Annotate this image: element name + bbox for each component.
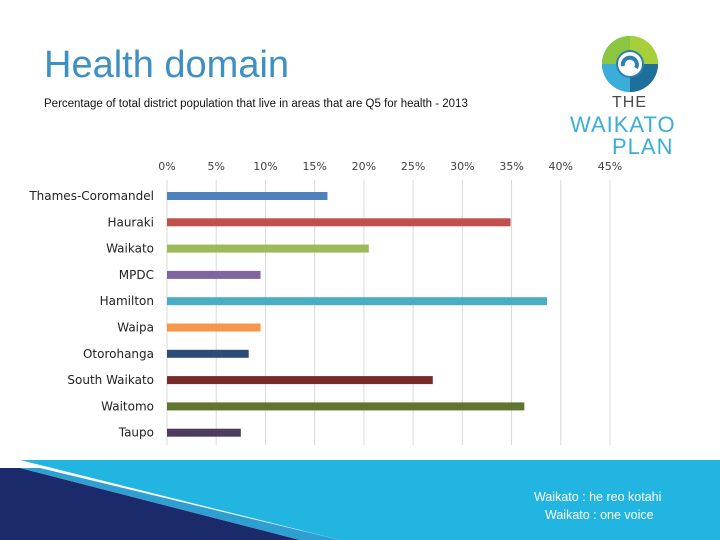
x-tick-label: 35% xyxy=(499,160,523,173)
category-label: Taupo xyxy=(118,426,154,440)
bar xyxy=(167,192,328,200)
x-tick-label: 20% xyxy=(352,160,376,173)
bar xyxy=(167,402,525,411)
category-label: Waikato xyxy=(106,242,154,256)
x-tick-label: 25% xyxy=(401,160,425,173)
x-tick-label: 40% xyxy=(549,160,573,173)
slide-title: Health domain xyxy=(44,44,290,86)
category-label: Waipa xyxy=(117,321,154,335)
x-tick-label: 0% xyxy=(158,160,175,173)
chart-subtitle: Percentage of total district population … xyxy=(44,98,468,110)
logo-text-plan: PLAN xyxy=(612,134,674,159)
bar xyxy=(167,323,261,332)
bar-chart: 0% 5% 10% 15% 20% 25% 30% 35% 40% 45% Thames-Corom… xyxy=(28,160,622,445)
x-tick-label: 30% xyxy=(450,160,474,173)
logo-text-waikato: WAIKATO xyxy=(570,112,676,137)
footer-tagline-english: Waikato : one voice xyxy=(545,508,654,522)
category-label: Waitomo xyxy=(101,399,154,413)
x-tick-label: 15% xyxy=(302,160,326,173)
bar xyxy=(167,428,241,437)
logo-text-the: THE xyxy=(612,94,647,111)
footer-tagline-maori: Waikato : he reo kotahi xyxy=(534,490,662,504)
bar xyxy=(167,349,249,358)
bar xyxy=(167,297,547,306)
footer-dark-band xyxy=(0,468,300,540)
x-tick-label: 10% xyxy=(253,160,277,173)
category-label: MPDC xyxy=(119,268,154,282)
category-label: Hamilton xyxy=(100,294,154,308)
x-tick-label: 5% xyxy=(207,160,224,173)
x-tick-label: 45% xyxy=(598,160,622,173)
category-label: Thames-Coromandel xyxy=(28,189,154,203)
bar xyxy=(167,270,261,279)
category-label: Hauraki xyxy=(107,215,154,229)
footer-accent-stripe xyxy=(20,468,340,540)
bar xyxy=(167,218,511,227)
category-label: South Waikato xyxy=(67,373,154,387)
bar xyxy=(167,376,433,385)
bar xyxy=(167,244,369,253)
waikato-plan-logo-icon xyxy=(602,36,658,92)
category-label: Otorohanga xyxy=(83,347,154,361)
footer-banner xyxy=(0,460,720,540)
